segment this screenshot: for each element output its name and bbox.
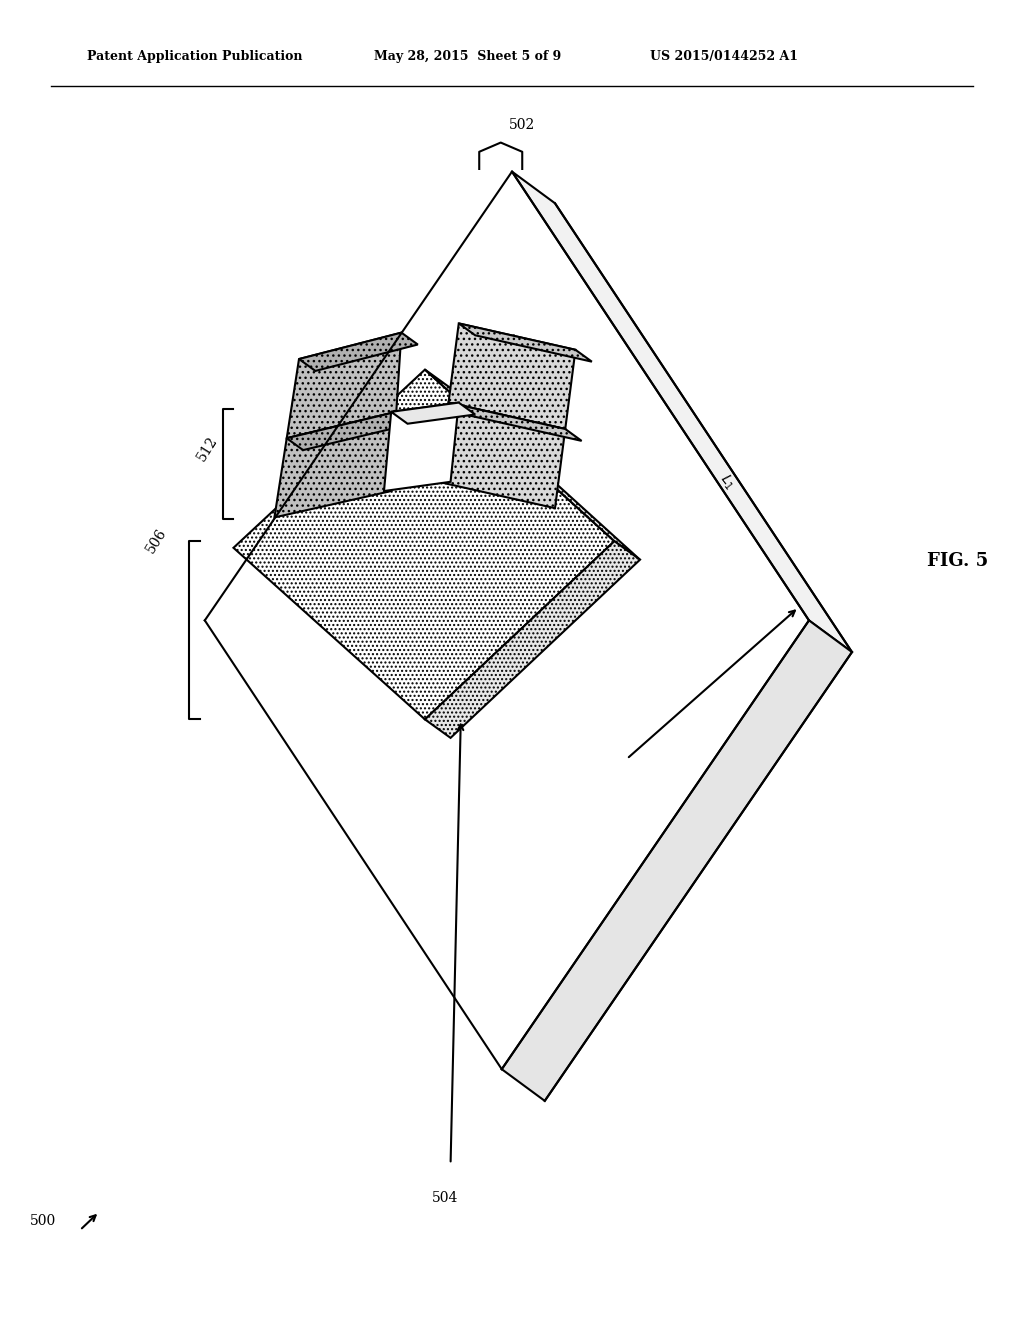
Polygon shape [512,172,852,652]
Text: 506: 506 [143,527,169,556]
Text: $L_1$: $L_1$ [716,471,738,492]
Text: US 2015/0144252 A1: US 2015/0144252 A1 [650,50,799,63]
Polygon shape [459,323,592,362]
Text: Patent Application Publication: Patent Application Publication [87,50,302,63]
Text: 502: 502 [509,117,536,132]
Polygon shape [205,172,809,1069]
Text: May 28, 2015  Sheet 5 of 9: May 28, 2015 Sheet 5 of 9 [374,50,561,63]
Polygon shape [425,370,640,560]
Polygon shape [287,333,401,438]
Text: FIG. 5: FIG. 5 [927,552,988,570]
Polygon shape [502,620,852,1101]
Polygon shape [425,541,640,738]
Text: 514: 514 [493,333,521,354]
Polygon shape [299,333,418,371]
Polygon shape [287,412,413,450]
Polygon shape [274,412,396,517]
Text: 512: 512 [195,434,220,463]
Polygon shape [438,403,565,508]
Text: 508: 508 [506,436,535,457]
Text: 516: 516 [400,429,429,450]
Polygon shape [449,403,582,441]
Text: 504: 504 [432,1191,459,1205]
Polygon shape [391,403,475,424]
Polygon shape [449,323,575,429]
Polygon shape [384,403,459,491]
Text: 510: 510 [324,372,352,393]
Text: 500: 500 [30,1214,56,1228]
Polygon shape [233,370,614,719]
